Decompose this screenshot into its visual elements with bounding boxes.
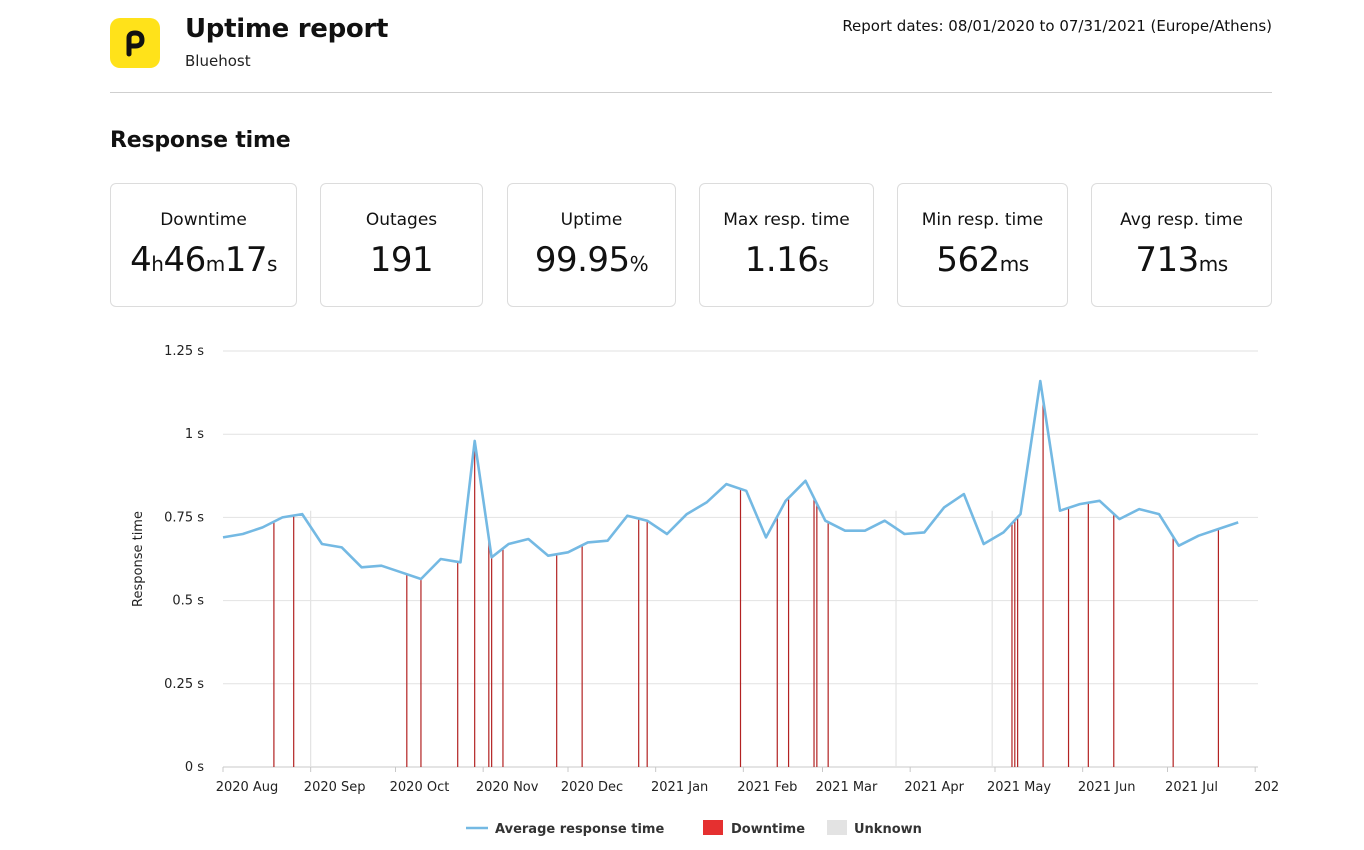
legend-label-unknown: Unknown — [854, 822, 922, 837]
stat-card-downtime: Downtime 4h46m17s — [110, 183, 297, 307]
series-line-average-response-time — [222, 379, 1239, 581]
stat-value: 4h46m17s — [111, 240, 296, 280]
x-tick-label: 2021 Feb — [737, 780, 797, 795]
stat-label: Downtime — [160, 210, 247, 230]
stat-card-outages: Outages 191 — [320, 183, 483, 307]
unknown-markers — [310, 510, 993, 767]
x-tick-label: 2021 Apr — [904, 780, 964, 795]
header-divider — [110, 92, 1272, 93]
downtime-minutes: 46 — [163, 240, 206, 280]
y-tick-label: 0.25 s — [164, 677, 204, 692]
avg-resp-unit: ms — [1198, 252, 1228, 276]
section-title: Response time — [110, 128, 291, 153]
min-resp-value: 562 — [936, 240, 1000, 280]
report-subtitle: Bluehost — [185, 52, 251, 70]
downtime-markers — [273, 399, 1220, 767]
x-tick-label: 2021 ... — [1254, 780, 1280, 795]
stat-value: 1.16s — [700, 240, 873, 280]
app-logo — [110, 18, 160, 68]
report-dates-value: 08/01/2020 to 07/31/2021 (Europe/Athens) — [948, 17, 1272, 35]
stat-label: Outages — [365, 210, 438, 230]
stat-label: Uptime — [560, 210, 623, 230]
chart-legend: Average response time Downtime Unknown — [466, 820, 922, 837]
downtime-hours-unit: h — [151, 252, 164, 276]
report-title: Uptime report — [185, 14, 389, 44]
stat-card-max-resp: Max resp. time 1.16s — [699, 183, 874, 307]
downtime-seconds-unit: s — [266, 252, 277, 276]
report-dates: Report dates: 08/01/2020 to 07/31/2021 (… — [842, 17, 1272, 35]
downtime-seconds: 17 — [224, 240, 268, 280]
x-tick-label: 2021 Jun — [1078, 780, 1136, 795]
y-tick-label: 0 s — [185, 760, 204, 775]
x-tick-label: 2021 Jan — [651, 780, 708, 795]
y-axis: 0 s 0.25 s 0.5 s 0.75 s 1 s 1.25 s — [164, 344, 204, 775]
legend-swatch-unknown — [827, 820, 847, 835]
stat-card-min-resp: Min resp. time 562ms — [897, 183, 1068, 307]
report-dates-label: Report dates: — [842, 17, 944, 35]
max-resp-unit: s — [818, 252, 829, 276]
avg-resp-value: 713 — [1135, 240, 1199, 280]
min-resp-unit: ms — [999, 252, 1029, 276]
y-tick-label: 1.25 s — [164, 344, 204, 359]
uptime-value: 99.95 — [534, 240, 630, 280]
stat-card-avg-resp: Avg resp. time 713ms — [1091, 183, 1272, 307]
y-axis-title: Response time — [131, 511, 146, 607]
stat-label: Max resp. time — [723, 210, 850, 230]
legend-label-average: Average response time — [495, 822, 664, 837]
x-tick-label: 2020 Nov — [476, 780, 539, 795]
x-tick-label: 2020 Dec — [561, 780, 623, 795]
x-tick-label: 2020 Sep — [304, 780, 366, 795]
stat-value: 562ms — [898, 240, 1067, 280]
y-tick-label: 0.75 s — [164, 510, 204, 525]
response-line-layer — [222, 379, 1239, 581]
downtime-minutes-unit: m — [205, 252, 225, 276]
legend-label-downtime: Downtime — [731, 822, 805, 837]
downtime-hours: 4 — [130, 240, 152, 280]
response-time-chart: 0 s0.25 s0.5 s0.75 s1 s1.25 s 2020 Aug 20… — [131, 344, 1280, 837]
x-axis: 2020 Aug 2020 Sep 2020 Oct 2020 Nov 2020 Dec… — [216, 767, 1280, 795]
x-tick-label: 2021 May — [987, 780, 1051, 795]
x-tick-label: 2020 Oct — [390, 780, 450, 795]
y-tick-label: 1 s — [185, 427, 204, 442]
stat-value: 713ms — [1092, 240, 1271, 280]
stat-label: Avg resp. time — [1120, 210, 1243, 230]
stat-value: 99.95% — [508, 240, 675, 280]
logo-p-icon — [126, 30, 145, 57]
x-tick-label: 2021 Jul — [1165, 780, 1218, 795]
max-resp-value: 1.16 — [744, 240, 819, 280]
stat-card-uptime: Uptime 99.95% — [507, 183, 676, 307]
x-tick-label: 2021 Mar — [816, 780, 878, 795]
x-tick-label: 2020 Aug — [216, 780, 279, 795]
legend-swatch-downtime — [703, 820, 723, 835]
y-tick-label: 0.5 s — [172, 594, 204, 609]
stat-value: 191 — [369, 240, 434, 280]
uptime-unit: % — [629, 252, 649, 276]
stat-label: Min resp. time — [921, 210, 1044, 230]
